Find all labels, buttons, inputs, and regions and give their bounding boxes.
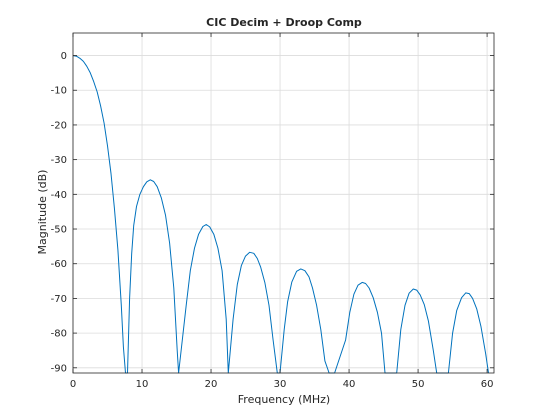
x-tick-label: 30	[274, 379, 287, 390]
x-tick-label: 50	[412, 379, 425, 390]
y-tick-label: 0	[61, 51, 67, 62]
x-tick-label: 40	[343, 379, 356, 390]
y-tick-label: -80	[51, 329, 67, 340]
y-tick-label: -90	[51, 363, 67, 374]
series-line	[72, 55, 489, 374]
y-tick-label: -60	[51, 259, 67, 270]
y-tick-label: -70	[51, 294, 67, 305]
y-tick-label: -10	[51, 86, 67, 97]
ticks: 0 10 20 30 40 50 60 0 -10 -20 -30 -40 -50 -60 -70 -80 -9…	[51, 33, 494, 390]
y-tick-label: -30	[51, 155, 67, 166]
plot-area	[72, 55, 489, 374]
x-tick-label: 10	[136, 379, 149, 390]
x-tick-label: 0	[70, 379, 76, 390]
x-tick-label: 60	[481, 379, 494, 390]
x-axis-label: Frequency (MHz)	[238, 393, 330, 406]
y-tick-label: -40	[51, 190, 67, 201]
y-tick-label: -20	[51, 120, 67, 131]
axes-box	[72, 32, 495, 374]
chart-title: CIC Decim + Droop Comp	[206, 16, 362, 29]
grid	[72, 33, 494, 373]
x-tick-label: 20	[205, 379, 218, 390]
y-axis-label: Magnitude (dB)	[36, 170, 49, 255]
y-tick-label: -50	[51, 225, 67, 236]
